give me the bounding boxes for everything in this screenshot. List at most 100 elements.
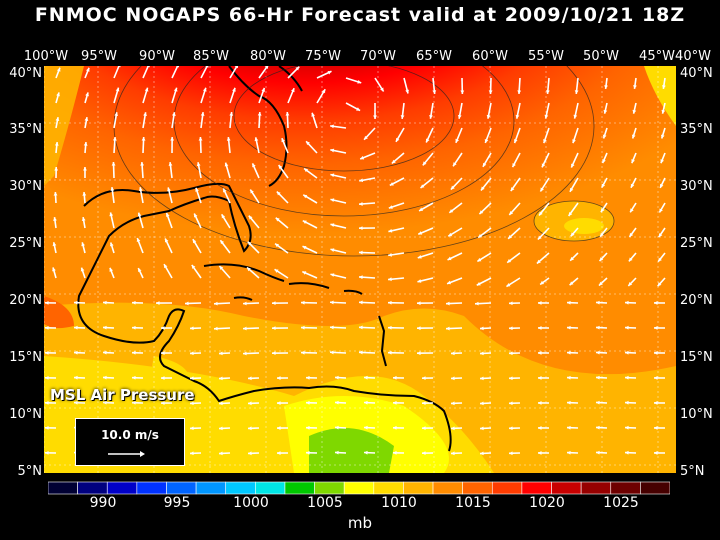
- cuba-coastline: [203, 263, 285, 282]
- colorbar-tick-label: 995: [163, 495, 191, 511]
- wind-arrow: [479, 401, 492, 406]
- wind-arrow: [392, 400, 405, 405]
- wind-arrow: [81, 217, 86, 229]
- wind-arrow: [189, 326, 202, 331]
- wind-arrow: [330, 198, 347, 204]
- wind-arrow: [316, 88, 326, 104]
- colorbar-swatch: [610, 481, 641, 495]
- wind-arrow: [358, 325, 376, 330]
- wind-arrow: [110, 187, 115, 204]
- wind-arrow: [189, 426, 202, 431]
- wind-arrow: [448, 202, 463, 214]
- wind-arrow: [566, 375, 579, 380]
- wind-arrow: [226, 137, 231, 154]
- lon-label: 65°W: [416, 49, 452, 64]
- wind-arrow: [305, 375, 318, 380]
- wind-arrow: [160, 351, 173, 355]
- wind-arrow: [189, 451, 202, 456]
- wind-arrow: [160, 326, 173, 330]
- wind-arrow: [389, 177, 405, 187]
- lat-label: 10°N: [9, 407, 42, 422]
- wind-arrow: [276, 401, 289, 405]
- wind-arrow: [566, 325, 579, 330]
- wind-arrow: [113, 112, 119, 129]
- wind-arrow: [258, 87, 266, 104]
- wind-arrow: [277, 164, 289, 179]
- wind-arrow: [460, 77, 465, 95]
- wind-arrow: [44, 325, 57, 330]
- wind-arrow: [302, 219, 318, 229]
- wind-arrow: [603, 102, 608, 114]
- wind-arrow: [73, 325, 86, 330]
- wind-arrow: [254, 137, 260, 154]
- wind-arrow: [111, 161, 116, 179]
- colorbar-swatch: [136, 481, 167, 495]
- wind-arrow: [330, 223, 347, 229]
- wind-arrow: [510, 177, 521, 192]
- wind-arrow: [242, 351, 260, 356]
- wind-arrow: [195, 187, 202, 204]
- colorbar-swatch: [166, 481, 197, 495]
- lon-label: 45°W: [639, 49, 675, 64]
- wind-arrow: [73, 400, 86, 405]
- wind-arrow: [536, 252, 550, 265]
- wind-arrow: [200, 66, 209, 79]
- wind-arrow: [303, 167, 318, 179]
- wind-arrow: [140, 161, 145, 179]
- wind-arrow: [455, 127, 463, 144]
- lon-label: 40°W: [675, 49, 711, 64]
- wind-arrow: [54, 141, 59, 154]
- wind-arrow: [417, 252, 434, 259]
- wind-arrow: [220, 213, 231, 229]
- wind-arrow: [450, 401, 463, 406]
- wind-arrow: [302, 245, 318, 254]
- wind-arrow: [358, 202, 376, 206]
- wind-arrow: [200, 87, 207, 104]
- wind-arrow: [457, 102, 463, 119]
- wind-arrow: [598, 277, 608, 287]
- colorbar-swatch: [403, 481, 434, 495]
- wind-arrow: [595, 325, 608, 330]
- colorbar-swatch: [314, 481, 345, 495]
- wind-arrow: [358, 275, 376, 280]
- wind-arrow: [276, 376, 289, 380]
- wind-arrow: [425, 127, 434, 143]
- wind-arrow: [450, 376, 463, 381]
- wind-arrow: [653, 326, 666, 330]
- wind-arrow: [574, 77, 579, 94]
- wind-arrow: [657, 252, 666, 263]
- wind-arrow: [171, 112, 176, 129]
- wind-arrow: [84, 67, 90, 79]
- colorbar-swatch: [373, 481, 404, 495]
- wind-arrow: [486, 102, 492, 119]
- wind-arrow: [631, 152, 637, 164]
- wind-arrow: [251, 163, 260, 179]
- colorbar-swatch: [551, 481, 582, 495]
- colorbar-swatch: [491, 481, 523, 495]
- wind-arrow: [541, 152, 550, 168]
- colorbar-swatch: [225, 481, 256, 495]
- wind-arrow: [329, 325, 347, 330]
- wind-arrow: [358, 350, 376, 355]
- wind-arrow: [363, 425, 376, 430]
- wind-arrow: [421, 376, 434, 381]
- wind-arrow: [633, 77, 637, 90]
- wind-arrow: [192, 238, 202, 254]
- wind-arrow: [54, 166, 59, 179]
- wind-arrow: [363, 127, 376, 141]
- wind-scale-arrow-icon: [108, 451, 145, 457]
- wind-arrow: [566, 400, 579, 405]
- wind-arrow: [141, 136, 146, 154]
- wind-arrow: [363, 375, 376, 380]
- wind-arrow: [281, 137, 289, 154]
- wind-arrow: [160, 376, 173, 380]
- wind-arrow: [142, 87, 149, 104]
- wind-arrow: [131, 400, 144, 405]
- wind-arrow: [569, 252, 579, 262]
- wind-arrow: [170, 136, 175, 154]
- colorbar-swatch: [195, 481, 227, 495]
- wind-arrow: [358, 226, 376, 231]
- wind-arrow: [189, 351, 202, 356]
- wind-arrow: [544, 102, 550, 119]
- colorbar-swatch: [462, 481, 493, 495]
